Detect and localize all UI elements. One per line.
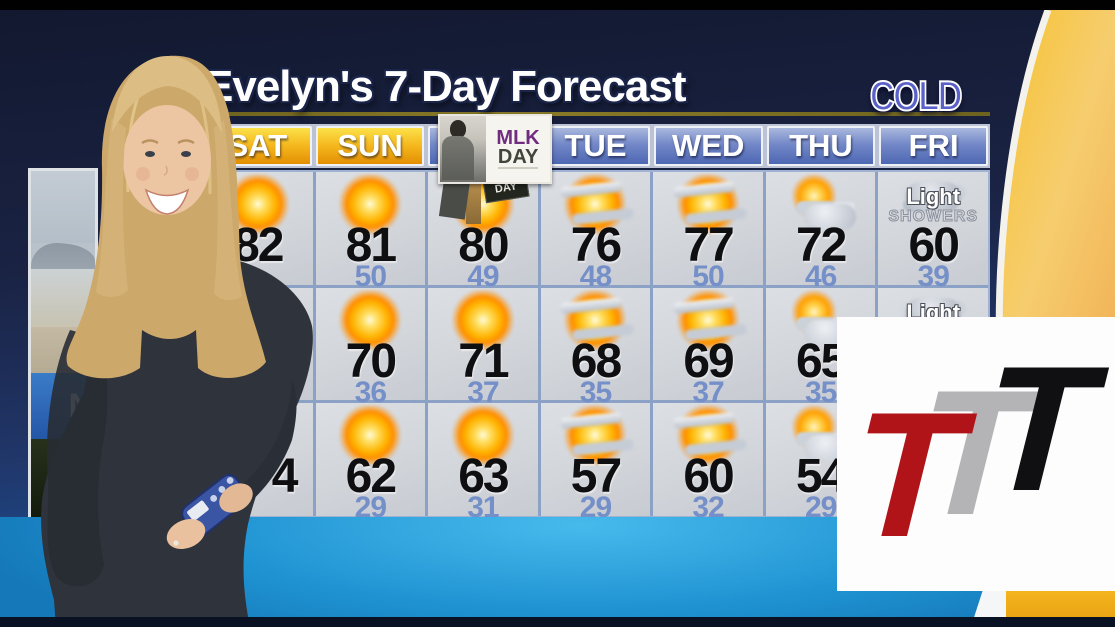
forecast-cell-mon-3: 63 31	[428, 403, 538, 523]
forecast-cell-wed-1: 77 50	[653, 172, 763, 292]
forecast-cell-tue-2: 68 35	[540, 287, 651, 407]
low-temp: 37	[467, 375, 499, 409]
divider-line	[200, 112, 990, 116]
low-temp: 36	[354, 375, 387, 409]
mlk-day-text: DAY	[497, 146, 539, 169]
day-label: WED	[672, 128, 745, 163]
forecast-cell-fri-1: Light SHOWERS 60 39	[878, 172, 988, 292]
high-temp: 68	[570, 334, 622, 388]
high-temp: 72	[795, 219, 847, 272]
low-temp: 50	[692, 260, 724, 293]
day-header-wed: WED	[653, 126, 763, 166]
low-temp: 39	[917, 260, 950, 293]
forecast-cell-sun-2: 70 36	[315, 287, 426, 407]
forecast-cell-mon-2: 71 37	[428, 287, 538, 407]
day-label: THU	[789, 128, 853, 163]
high-temp: 81	[345, 219, 397, 272]
forecast-cell-tue-1: 76 48	[540, 172, 651, 292]
mlk-day-image: MLK DAY	[438, 114, 552, 184]
forecast-cell-thu-1: 72 46	[765, 172, 876, 292]
mlk-podium	[466, 180, 481, 224]
condition-label: SHOWERS	[888, 208, 979, 226]
mlk-portrait	[440, 116, 487, 182]
high-temp: 63	[458, 450, 509, 504]
day-label: SUN	[337, 128, 403, 163]
high-temp: 76	[570, 219, 622, 272]
day-header-thu: THU	[766, 126, 876, 166]
low-temp: 35	[579, 375, 612, 409]
high-temp: 70	[345, 334, 397, 388]
day-header-tue: TUE	[541, 126, 650, 166]
high-temp: 82	[233, 219, 284, 272]
mlk-sign: MLK DAY	[486, 116, 550, 182]
low-temp: 35	[804, 375, 837, 409]
forecast-cell-wed-3: 60 32	[653, 403, 763, 523]
day-label: SAT	[227, 128, 288, 163]
low-temp: 50	[354, 260, 387, 293]
high-temp: 60	[683, 450, 734, 504]
high-temp: 69	[683, 334, 734, 388]
forecast-cell-sun-1: 81 50	[315, 172, 426, 292]
cold-tag: COLD	[869, 71, 963, 120]
low-temp: 49	[467, 260, 499, 293]
forecast-title: Evelyn's 7-Day Forecast	[204, 62, 687, 111]
forecast-cell-wed-2: 69 37	[653, 287, 763, 407]
day-label: FRI	[908, 128, 959, 163]
low-temp: 48	[579, 260, 612, 293]
forecast-cell-tue-3: 57 29	[540, 403, 651, 523]
high-temp: 62	[345, 450, 397, 504]
weather-presenter	[41, 55, 313, 627]
low-temp: 37	[692, 375, 724, 409]
low-temp: 46	[804, 260, 837, 293]
day-header-sun: SUN	[315, 126, 425, 166]
letterbox-bottom	[0, 617, 1115, 627]
mlk-text: MLK	[496, 127, 540, 149]
condition-label: Light	[906, 184, 961, 209]
letterbox-top	[0, 0, 1115, 10]
high-temp: 77	[683, 219, 734, 272]
high-temp: 80	[458, 219, 509, 272]
high-temp: 71	[458, 334, 509, 388]
high-temp: 57	[570, 450, 622, 504]
high-temp: 60	[908, 219, 960, 272]
day-label: TUE	[564, 128, 627, 163]
monitor-sky	[31, 171, 95, 243]
yellow-stripe	[1006, 590, 1115, 620]
day-header-fri: FRI	[879, 126, 988, 166]
station-logo: T T T	[830, 317, 1115, 591]
